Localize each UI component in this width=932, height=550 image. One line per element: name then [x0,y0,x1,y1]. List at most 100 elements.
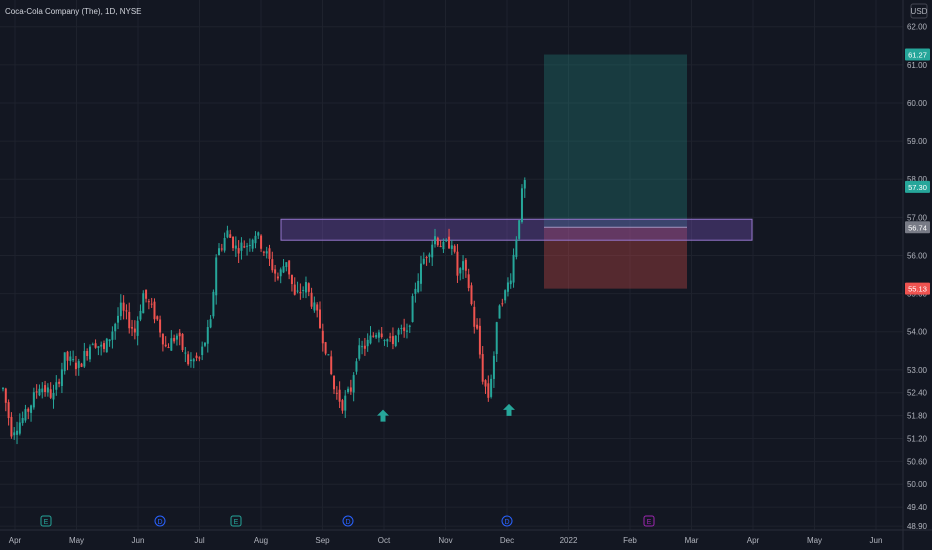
x-tick-label: Aug [254,536,268,545]
candle-body [209,319,212,328]
candle-body [66,351,69,361]
y-tick-label: 50.60 [907,457,928,466]
candle-body [428,254,431,257]
candle-body [7,402,10,419]
candle-body [223,238,226,251]
candle-body [184,352,187,354]
candle-body [159,319,162,333]
candle-body [411,296,414,322]
price-axis[interactable]: 62.0061.0060.0059.0058.0057.0056.0055.00… [907,23,928,531]
grid [0,0,903,530]
x-tick-label: May [69,536,84,545]
candle-body [321,330,324,344]
candle-body [481,354,484,382]
y-tick-label: 50.00 [907,480,928,489]
candle-body [313,302,316,311]
candle-body [254,235,257,244]
candle-body [498,305,501,319]
y-tick-label: 58.00 [907,175,928,184]
candle-body [153,301,156,320]
candle-body [226,230,229,238]
stop-zone[interactable] [544,227,687,289]
earnings-event-icon[interactable] [643,515,655,527]
price-tag [905,221,930,234]
x-tick-label: Mar [685,536,699,545]
earnings-event-icon[interactable] [230,515,242,527]
candle-body [509,280,512,285]
candle-body [324,342,327,354]
candle-body [456,251,459,276]
candle-body [310,292,313,307]
candle-body [363,345,366,349]
candle-body [139,310,142,320]
candle-body [506,282,509,292]
candle-body [63,352,66,372]
candle-body [161,333,164,345]
candle-body [91,344,94,346]
candle-body [77,361,80,368]
candle-body [175,335,178,340]
x-tick-label: Nov [438,536,452,545]
dividend-event-icon[interactable] [154,515,166,527]
candle-body [105,338,108,353]
candle-body [442,241,445,250]
candle-body [260,235,263,249]
dividend-event-icon[interactable] [501,515,513,527]
candle-body [246,245,249,247]
candle-body [97,346,100,348]
x-tick-label: Jun [870,536,883,545]
price-tag [905,180,930,193]
candle-body [198,357,201,359]
candle-body [403,327,406,331]
candle-body [495,322,498,355]
target-zone[interactable] [544,54,687,228]
candle-body [21,417,24,424]
price-tag-label: 55.13 [908,285,927,294]
candle-body [518,220,521,239]
y-tick-label: 57.00 [907,213,928,222]
candle-body [55,382,58,390]
candle-body [341,400,344,411]
candle-body [405,330,408,332]
candle-body [4,388,7,403]
candle-body [147,301,150,303]
candle-body [439,246,442,248]
candle-body [504,290,507,301]
dividend-event-icon[interactable] [342,515,354,527]
candle-body [425,257,428,259]
candle-body [122,302,125,311]
candle-body [16,430,19,435]
candle-body [487,383,490,398]
y-tick-label: 54.00 [907,328,928,337]
candle-body [80,363,83,367]
time-axis[interactable]: Apr May Jun Jul Aug Sep Oct Nov Dec 2022 Feb Mar Apr… [9,536,883,545]
candle-body [117,315,120,323]
candle-body [173,337,176,342]
candle-body [467,274,470,289]
candle-body [119,302,122,317]
candle-body [201,346,204,356]
candle-body [391,336,394,345]
candle-body [170,338,173,351]
x-tick-label: Jul [194,536,204,545]
candle-body [335,392,338,394]
candle-body [268,248,271,259]
candle-body [49,389,52,398]
candle-body [352,375,355,393]
candle-body [282,266,285,273]
currency-badge[interactable] [910,3,928,19]
candles [2,177,526,445]
event-letter: E [44,519,49,526]
candle-body [501,303,504,305]
candle-body [52,392,55,400]
earnings-event-icon[interactable] [40,515,52,527]
x-tick-label: Sep [315,536,330,545]
candle-body [13,432,16,436]
currency-label: USD [911,7,928,16]
candle-body [102,343,105,349]
candle-body [464,259,467,271]
candle-body [187,354,190,365]
candle-body [133,328,136,333]
x-tick-label: 2022 [560,536,578,545]
